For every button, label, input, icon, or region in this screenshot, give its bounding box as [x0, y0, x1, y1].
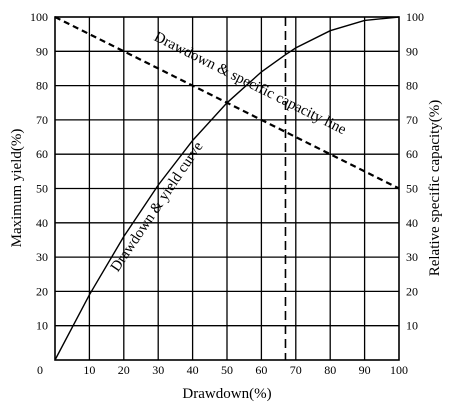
y-axis-title-right: Relative specific capacity(%): [427, 100, 443, 277]
y-axis-title-left: Maximum yield(%): [9, 129, 25, 248]
x-tick-label: 40: [187, 363, 199, 377]
capacity-line-label: Drawdown & specific capacity line: [151, 29, 349, 138]
y-tick-label-left: 60: [36, 147, 48, 161]
x-axis-title: Drawdown(%): [182, 386, 271, 402]
plot-frame: [54, 16, 400, 361]
y-tick-labels-right: 10 20 30 40 50 60 70 80 90 100: [406, 10, 424, 333]
y-tick-label-right: 70: [406, 113, 418, 127]
yield-curve-label: Drawdown & yield curve: [108, 139, 207, 275]
y-tick-label-left: 30: [36, 250, 48, 264]
y-tick-label-left: 10: [36, 319, 48, 333]
y-tick-label-left: 90: [36, 44, 48, 58]
x-tick-label: 80: [324, 363, 336, 377]
y-tick-label-right: 20: [406, 284, 418, 298]
y-tick-labels-left: 10 20 30 40 50 60 70 80 90 100: [30, 10, 48, 333]
y-tick-label-right: 10: [406, 319, 418, 333]
y-tick-label-right: 40: [406, 216, 418, 230]
x-tick-label: 60: [255, 363, 267, 377]
y-tick-label-right: 50: [406, 182, 418, 196]
y-tick-label-left: 20: [36, 284, 48, 298]
x-tick-label: 10: [83, 363, 95, 377]
x-tick-label: 70: [290, 363, 302, 377]
y-tick-label-right: 90: [406, 44, 418, 58]
y-tick-label-left: 70: [36, 113, 48, 127]
y-tick-label-left: 100: [30, 10, 48, 24]
yield-curve-line: [54, 16, 400, 361]
y-tick-label-right: 100: [406, 10, 424, 24]
y-tick-label-left: 50: [36, 182, 48, 196]
y-tick-label-right: 80: [406, 79, 418, 93]
y-tick-label-left: 80: [36, 79, 48, 93]
y-tick-label-right: 30: [406, 250, 418, 264]
capacity-line: [54, 16, 400, 190]
x-tick-labels: 10 20 30 40 50 60 70 80 90 100: [83, 363, 408, 377]
x-tick-label-origin: 0: [37, 363, 43, 377]
x-tick-label: 50: [221, 363, 233, 377]
x-tick-label: 30: [152, 363, 164, 377]
x-tick-label: 20: [118, 363, 130, 377]
y-tick-label-left: 40: [36, 216, 48, 230]
series: [54, 16, 400, 361]
x-tick-label: 90: [359, 363, 371, 377]
x-tick-label: 100: [390, 363, 408, 377]
y-tick-label-right: 60: [406, 147, 418, 161]
